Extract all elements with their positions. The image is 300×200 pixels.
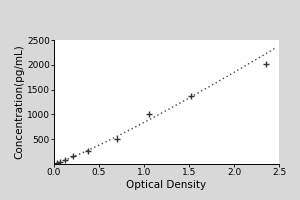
X-axis label: Optical Density: Optical Density — [126, 180, 207, 190]
Y-axis label: Concentration(pg/mL): Concentration(pg/mL) — [14, 45, 24, 159]
